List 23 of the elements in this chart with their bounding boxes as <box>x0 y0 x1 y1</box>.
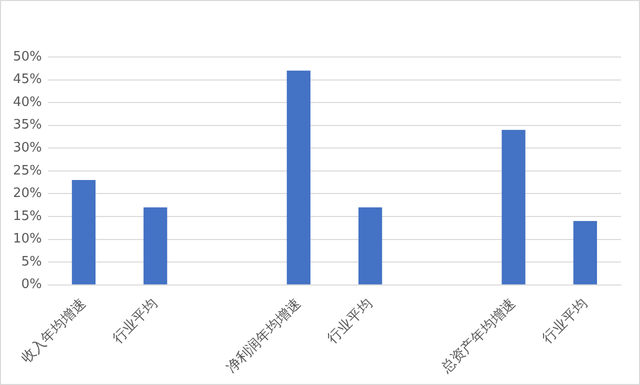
bar <box>144 207 168 284</box>
y-tick-label: 0% <box>21 277 42 292</box>
x-tick-label: 行业平均 <box>324 296 376 347</box>
y-tick-label: 30% <box>12 140 42 156</box>
y-tick-label: 5% <box>21 254 42 270</box>
x-tick-label: 行业平均 <box>540 296 591 347</box>
y-tick-label: 50% <box>12 49 42 64</box>
y-tick-label: 20% <box>12 186 42 202</box>
y-tick-label: 35% <box>12 118 42 133</box>
y-tick-label: 40% <box>12 94 42 110</box>
bar <box>358 207 382 284</box>
bar <box>72 180 96 284</box>
x-tick-label: 净利润年均增速 <box>223 296 304 376</box>
x-tick-label: 行业平均 <box>110 296 161 347</box>
y-tick-label: 10% <box>12 232 42 247</box>
y-tick-label: 25% <box>12 163 42 178</box>
bar <box>573 221 597 284</box>
bar <box>286 70 310 284</box>
y-tick-label: 45% <box>12 72 42 88</box>
x-tick-label: 总资产年均增速 <box>438 296 519 378</box>
x-tick-label: 收入年均增速 <box>18 296 90 367</box>
bar <box>502 130 526 284</box>
y-tick-label: 15% <box>12 208 42 224</box>
